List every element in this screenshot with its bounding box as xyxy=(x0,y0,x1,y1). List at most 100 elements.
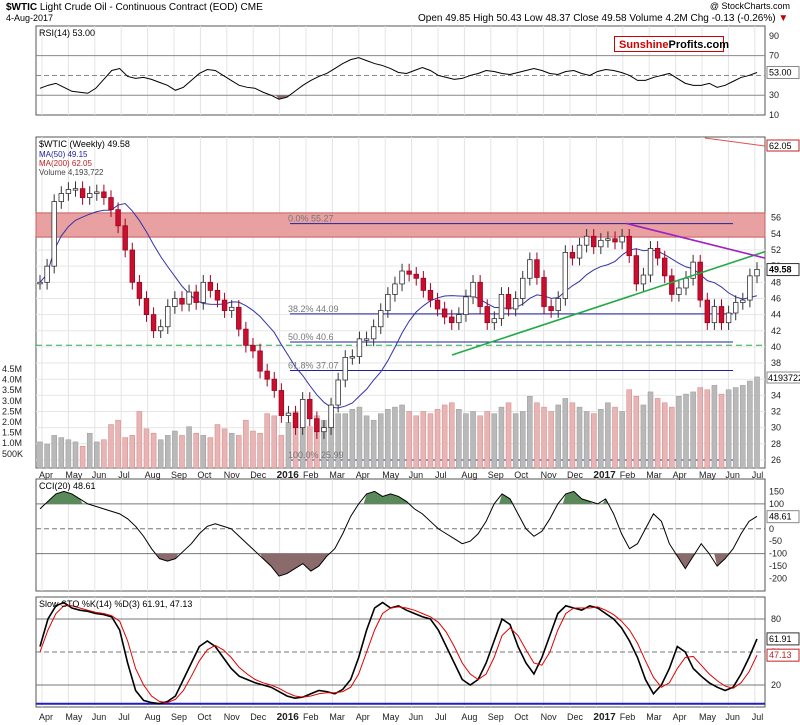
volume-bar-20 xyxy=(179,435,185,469)
candle-body-74 xyxy=(562,252,569,299)
polygon-8 xyxy=(674,553,697,569)
candle-body-4 xyxy=(65,189,72,194)
x-tick-sto-13: May xyxy=(382,712,400,722)
volume-bar-86 xyxy=(647,391,654,469)
volume-bar-90 xyxy=(676,396,682,469)
x-tick-sto-2: Jun xyxy=(92,712,107,722)
volume-bar-65 xyxy=(498,406,505,469)
volume-bar-67 xyxy=(512,413,519,469)
volume-bar-21 xyxy=(186,426,192,469)
candle-body-38 xyxy=(307,398,313,420)
candle-body-73 xyxy=(555,298,561,311)
candle-body-72 xyxy=(548,306,554,311)
cci-last-label: 48.61 xyxy=(769,512,792,522)
candle-body-40 xyxy=(321,427,327,433)
polygon-3 xyxy=(499,493,514,504)
chart-header-title: $WTIC Light Crude Oil - Continuous Contr… xyxy=(6,2,263,13)
volume-bar-9 xyxy=(101,439,107,469)
rsi-last-label: 53.00 xyxy=(769,67,792,77)
x-tick-sto-6: Oct xyxy=(197,712,212,722)
polygon-0 xyxy=(276,95,290,100)
volume-bar-85 xyxy=(640,404,647,469)
candle-body-15 xyxy=(143,298,150,316)
candle-body-37 xyxy=(299,398,306,429)
candle-body-99 xyxy=(740,299,746,303)
candle-body-14 xyxy=(136,281,143,299)
volume-tick-4: 2.5M xyxy=(2,406,22,416)
volume-bar-52 xyxy=(406,411,412,469)
candle-body-9 xyxy=(101,191,107,198)
volume-bar-6 xyxy=(79,446,86,469)
close-box xyxy=(766,263,800,277)
candle-body-80 xyxy=(605,238,611,241)
x-tick-sto-17: Sep xyxy=(488,712,504,722)
chg-label: Chg xyxy=(690,13,709,24)
candle-body-13 xyxy=(129,249,135,283)
x-tick-price-21: 2017 xyxy=(593,470,616,481)
volume-bar-66 xyxy=(505,402,512,469)
candle-body-26 xyxy=(221,299,228,311)
candle-body-84 xyxy=(633,255,640,285)
candle-body-62 xyxy=(477,281,483,307)
polygon-7 xyxy=(260,553,330,577)
x-tick-sto-20: Dec xyxy=(567,712,584,722)
volume-bar-42 xyxy=(335,413,341,469)
candle-body-20 xyxy=(179,298,185,305)
volume-bar-3 xyxy=(58,437,65,469)
volume-bar-62 xyxy=(477,415,483,469)
candle-body-5 xyxy=(72,188,79,191)
price-legend-1: MA(50) 49.15 xyxy=(39,150,88,159)
x-tick-sto-18: Oct xyxy=(514,712,529,722)
volume-tick-3: 3.0M xyxy=(2,396,22,406)
rising-support-line xyxy=(451,250,766,356)
volume-bar-89 xyxy=(669,406,675,469)
candle-body-61 xyxy=(470,281,476,298)
sto-title: Slow STO %K(14) %D(3) 61.91, 47.13 xyxy=(39,599,192,609)
volume-bar-17 xyxy=(157,439,164,469)
candle-body-86 xyxy=(647,248,654,276)
volume-bar-30 xyxy=(250,430,256,469)
sto-series-0 xyxy=(39,601,758,705)
volume-bar-59 xyxy=(456,409,462,469)
logo-part2: Profits.com xyxy=(668,39,730,51)
candle-body-24 xyxy=(207,281,214,291)
volume-bar-64 xyxy=(491,413,498,469)
candle-body-27 xyxy=(228,306,235,311)
candle-body-16 xyxy=(150,314,157,332)
x-tick-sto-14: Jun xyxy=(409,712,424,722)
volume-tick-1: 4.0M xyxy=(2,375,22,385)
rsi-tick-4: 10 xyxy=(769,110,779,120)
volume-bar-93 xyxy=(697,387,703,469)
volume-bar-29 xyxy=(243,419,249,469)
candle-body-100 xyxy=(747,275,753,301)
volume-tick-6: 1.5M xyxy=(2,428,22,438)
x-tick-sto-7: Nov xyxy=(224,712,241,722)
x-tick-sto-22: Feb xyxy=(620,712,636,722)
volume-bar-92 xyxy=(690,391,696,469)
candle-body-75 xyxy=(569,252,576,259)
volume-bar-87 xyxy=(654,398,661,469)
cci-tick-6: -150 xyxy=(769,561,787,571)
volume-bar-0 xyxy=(37,441,43,469)
candle-body-19 xyxy=(172,298,178,307)
candle-body-70 xyxy=(534,259,540,278)
volume-bar-53 xyxy=(413,415,419,469)
candle-body-57 xyxy=(441,308,448,318)
candle-body-6 xyxy=(79,188,86,198)
candle-body-56 xyxy=(434,299,441,310)
price-tick-13: 30 xyxy=(771,423,781,433)
volume-bar-56 xyxy=(434,409,441,469)
ma200-value: 62.05 xyxy=(769,141,792,151)
volume-bar-43 xyxy=(342,413,349,469)
rsi-tick-1: 70 xyxy=(769,51,779,61)
volume-tick-8: 500K xyxy=(2,449,23,459)
panel-cci xyxy=(35,478,766,592)
candle-body-48 xyxy=(378,310,384,328)
x-tick-sto-23: Mar xyxy=(646,712,662,722)
x-tick-price-17: Sep xyxy=(488,470,504,480)
candle-body-92 xyxy=(690,261,696,279)
volume-bar-58 xyxy=(448,402,455,469)
candle-body-1 xyxy=(44,265,50,283)
sto-last-box-1 xyxy=(766,648,800,662)
x-tick-sto-21: 2017 xyxy=(593,712,616,723)
